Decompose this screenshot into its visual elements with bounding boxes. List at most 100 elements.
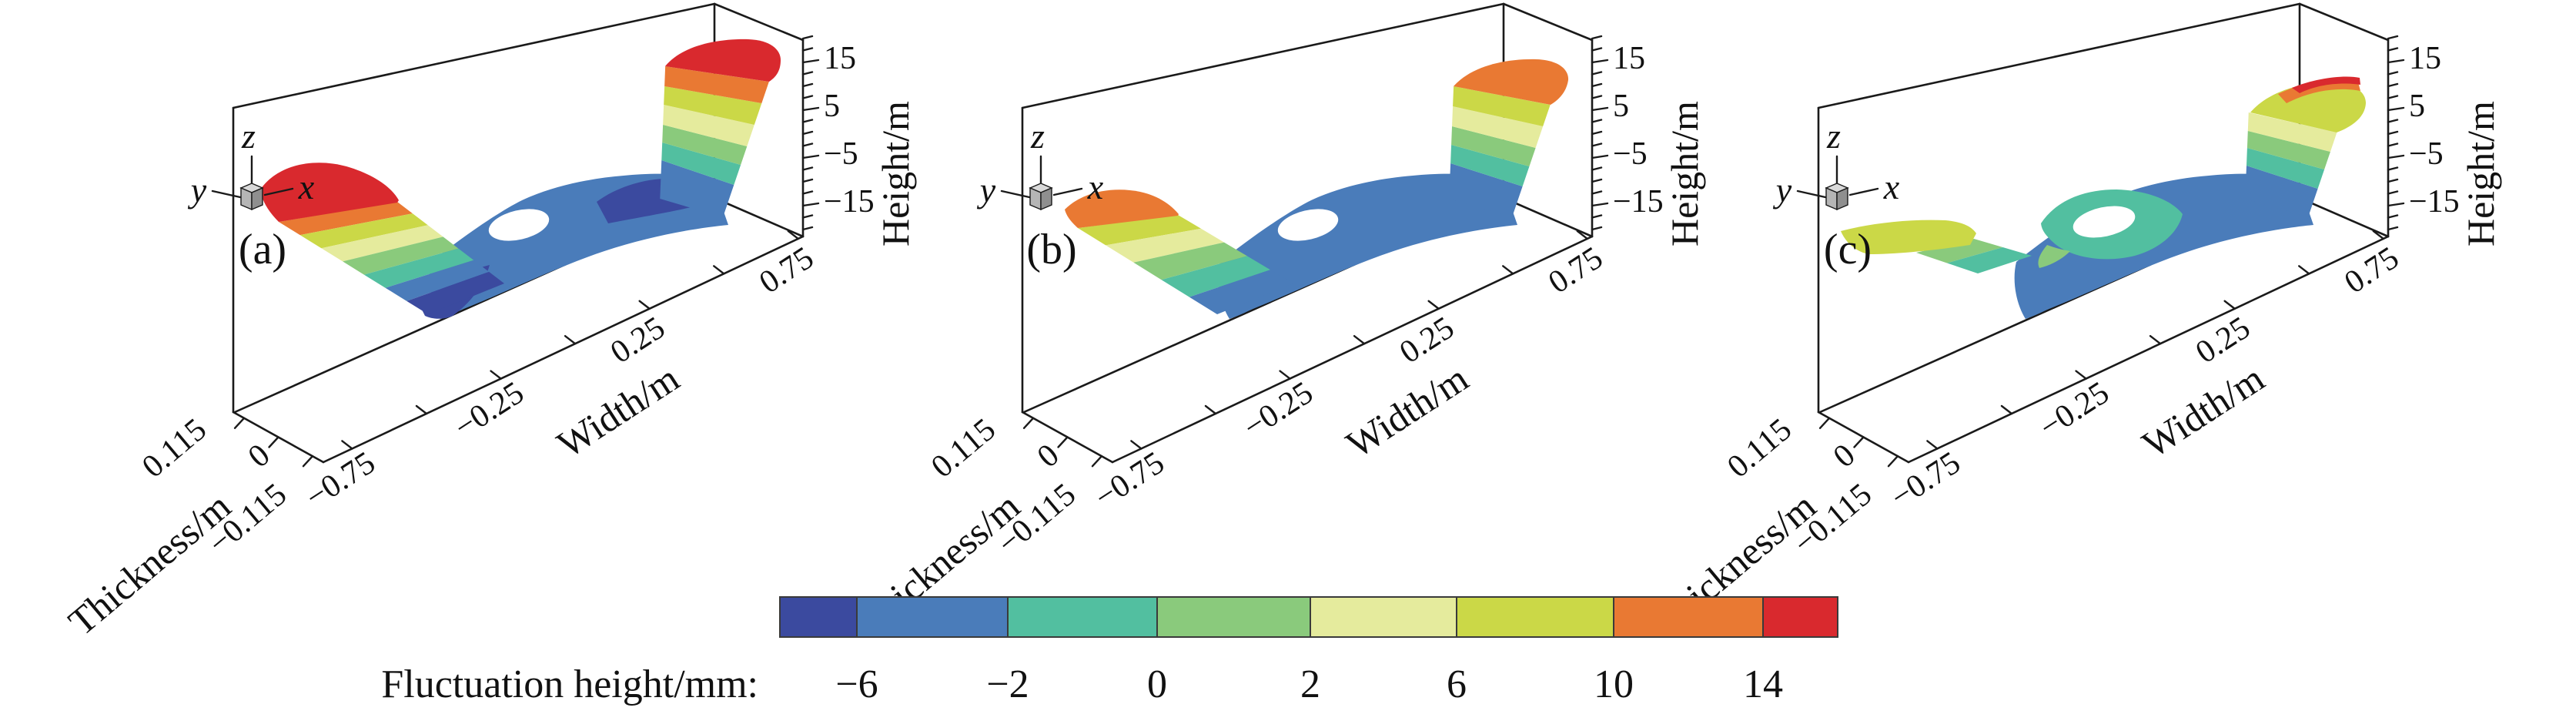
colorbar-legend: −6 −2 0 2 6 10 14 Fluctuation height/mm: bbox=[381, 596, 1838, 706]
surface-rise-band-pale_yellow bbox=[663, 105, 754, 146]
width-axis-tick bbox=[713, 265, 725, 275]
thickness-tick-label: 0 bbox=[242, 438, 277, 475]
surface-left-slope-band-green bbox=[1916, 239, 2003, 263]
coordinate-triad: zy x bbox=[1773, 116, 1900, 211]
panel-b: 155−5−15 Height/m−0.75−0.250.250.75Width/… bbox=[849, 2, 1706, 644]
height-axis: 15 5 −5 −15 Height/m bbox=[1591, 35, 1706, 246]
colorbar-tick-label: 6 bbox=[1447, 662, 1467, 706]
height-axis-minor-tick bbox=[801, 130, 814, 136]
height-axis-minor-tick bbox=[1591, 226, 1603, 231]
surface-left-slope-band-green bbox=[343, 236, 459, 275]
strip-hole bbox=[2073, 206, 2136, 238]
height-axis-major-tick bbox=[2387, 202, 2405, 207]
height-axis-minor-tick bbox=[1591, 130, 1603, 136]
height-axis-minor-tick bbox=[801, 82, 814, 88]
colorbar-segment-orange bbox=[1613, 596, 1764, 638]
height-axis-minor-tick bbox=[801, 178, 814, 183]
height-axis-minor-tick bbox=[801, 47, 814, 52]
surface-left-slope-band-teal bbox=[1161, 256, 1270, 297]
panel-letter: (b) bbox=[1026, 226, 1076, 273]
colorbar-tick-label: 0 bbox=[1147, 662, 1167, 706]
height-axis-minor-tick bbox=[801, 143, 814, 147]
thickness-axis-tick bbox=[268, 436, 279, 448]
surface-rise-band-green bbox=[1451, 126, 1536, 166]
box-bottom-right-edge bbox=[2298, 196, 2390, 238]
width-axis-tick bbox=[2223, 300, 2236, 310]
width-axis-tick bbox=[1427, 300, 1440, 310]
height-tick-label: 5 bbox=[824, 89, 840, 124]
colorbar-tick-label: 14 bbox=[1743, 662, 1783, 706]
surface-left-slope-band-pale_yellow bbox=[1106, 228, 1224, 263]
height-axis-minor-tick bbox=[1591, 47, 1603, 52]
height-axis-minor-tick bbox=[2387, 119, 2399, 123]
surface-crest-streak-red bbox=[2292, 76, 2360, 93]
colorbar-title: Fluctuation height/mm: bbox=[381, 662, 758, 706]
height-tick-label: −15 bbox=[2409, 184, 2460, 220]
height-axis-minor-tick bbox=[2387, 226, 2399, 231]
box-top-edge bbox=[232, 2, 716, 109]
width-axis-tick bbox=[490, 370, 502, 380]
surface-rise-band-blue bbox=[660, 160, 734, 217]
height-axis-minor-tick bbox=[1591, 143, 1603, 147]
width-axis-tick bbox=[341, 440, 353, 450]
height-axis-major-tick bbox=[2387, 59, 2405, 64]
height-axis-minor-tick bbox=[2387, 178, 2399, 183]
height-axis-major-tick bbox=[1591, 59, 1609, 64]
thickness-axis-tick bbox=[302, 455, 314, 468]
height-axis-major-tick bbox=[801, 202, 820, 207]
panel-a: 155−5−15 Height/m−0.75−0.250.250.75Width/… bbox=[60, 2, 917, 644]
width-axis-tick bbox=[2075, 370, 2087, 380]
height-axis-minor-tick bbox=[2387, 71, 2399, 75]
width-axis-tick bbox=[2149, 334, 2162, 345]
panel-letter: (c) bbox=[1824, 226, 1872, 273]
strip-hole bbox=[1277, 209, 1339, 241]
surface-left-slope-band-teal bbox=[363, 248, 474, 288]
triad-x-axis-line bbox=[1052, 187, 1083, 196]
width-tick-label: −0.25 bbox=[448, 375, 530, 446]
triad-z-label: z bbox=[241, 116, 256, 156]
surface-top-plateau-orange bbox=[1454, 59, 1569, 105]
surface-rise-band-teal bbox=[661, 143, 741, 185]
width-axis-tick bbox=[1204, 404, 1217, 415]
thickness-tick-label: 0 bbox=[1827, 438, 1862, 475]
height-axis-minor-tick bbox=[801, 214, 814, 219]
surface-a bbox=[260, 39, 781, 319]
surface-patch-green-1 bbox=[2038, 245, 2070, 268]
height-tick-label: 15 bbox=[824, 41, 856, 76]
thickness-axis-tick bbox=[1853, 436, 1865, 448]
box-top-right-edge bbox=[2298, 2, 2390, 42]
surface-c bbox=[1841, 76, 2366, 319]
height-axis-major-tick bbox=[2387, 154, 2405, 159]
triad-y-label: y bbox=[977, 170, 996, 210]
colorbar-segment-red bbox=[1762, 596, 1838, 638]
surface-rise-band-blue bbox=[2245, 166, 2318, 217]
colorbar-tick-label: 2 bbox=[1300, 662, 1320, 706]
height-axis-minor-tick bbox=[1591, 214, 1603, 219]
box-top-edge bbox=[1021, 2, 1505, 109]
height-tick-label: 5 bbox=[1613, 89, 1629, 124]
height-tick-label: −15 bbox=[1613, 184, 1664, 220]
thickness-axis-tick bbox=[1022, 417, 1035, 429]
height-axis-minor-tick bbox=[801, 71, 814, 75]
height-axis-title: Height/m bbox=[1663, 101, 1706, 246]
width-axis-tick bbox=[2372, 230, 2384, 240]
surface-rise-band-blue bbox=[1449, 163, 1523, 217]
colorbar-segment-green bbox=[1156, 596, 1311, 638]
thickness-axis-tick bbox=[1818, 417, 1831, 429]
triad-z-label: z bbox=[1826, 116, 1841, 156]
height-axis-minor-tick bbox=[801, 35, 814, 40]
surface-left-slope-band-pale_yellow bbox=[321, 225, 443, 262]
colorbar-segment-yellow_green bbox=[1456, 596, 1614, 638]
cube-right-face bbox=[1836, 186, 1848, 211]
colorbar-segment-blue bbox=[856, 596, 1009, 638]
height-axis-minor-tick bbox=[2387, 82, 2399, 88]
width-axis-tick bbox=[1926, 440, 1939, 450]
surface-left-slope-band-teal bbox=[1947, 247, 2032, 273]
height-tick-label: −15 bbox=[824, 184, 875, 220]
surface-left-slope-band-blue bbox=[1189, 270, 1293, 314]
height-axis-minor-tick bbox=[2387, 95, 2399, 99]
surface-top-plateau-red bbox=[665, 39, 781, 82]
height-axis-minor-tick bbox=[801, 119, 814, 123]
